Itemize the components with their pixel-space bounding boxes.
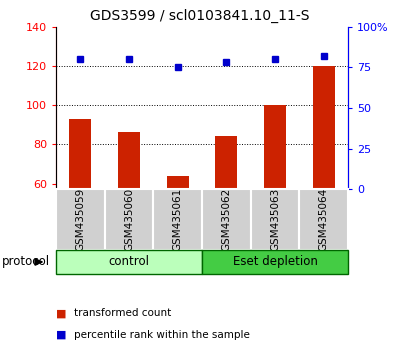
Bar: [154, 189, 202, 250]
Bar: [202, 250, 348, 274]
Bar: [313, 66, 335, 189]
Text: percentile rank within the sample: percentile rank within the sample: [74, 330, 250, 339]
Text: GDS3599 / scl0103841.10_11-S: GDS3599 / scl0103841.10_11-S: [90, 9, 310, 23]
Text: protocol: protocol: [2, 256, 50, 268]
Text: GSM435063: GSM435063: [270, 188, 280, 251]
Text: control: control: [108, 256, 150, 268]
Bar: [215, 136, 237, 189]
Text: GSM435060: GSM435060: [124, 188, 134, 251]
Text: GSM435059: GSM435059: [75, 188, 85, 251]
Text: GSM435064: GSM435064: [319, 188, 329, 251]
Text: transformed count: transformed count: [74, 308, 171, 318]
Text: ■: ■: [56, 308, 66, 318]
Bar: [202, 189, 250, 250]
Bar: [105, 189, 153, 250]
Bar: [56, 250, 202, 274]
Bar: [300, 189, 348, 250]
Bar: [264, 105, 286, 189]
Bar: [56, 189, 104, 250]
Text: GSM435062: GSM435062: [221, 188, 231, 251]
Text: GSM435061: GSM435061: [173, 188, 183, 251]
Text: ■: ■: [56, 330, 66, 339]
Bar: [118, 132, 140, 189]
Bar: [251, 189, 299, 250]
Bar: [69, 119, 91, 189]
Bar: [167, 176, 189, 189]
Text: Eset depletion: Eset depletion: [232, 256, 318, 268]
